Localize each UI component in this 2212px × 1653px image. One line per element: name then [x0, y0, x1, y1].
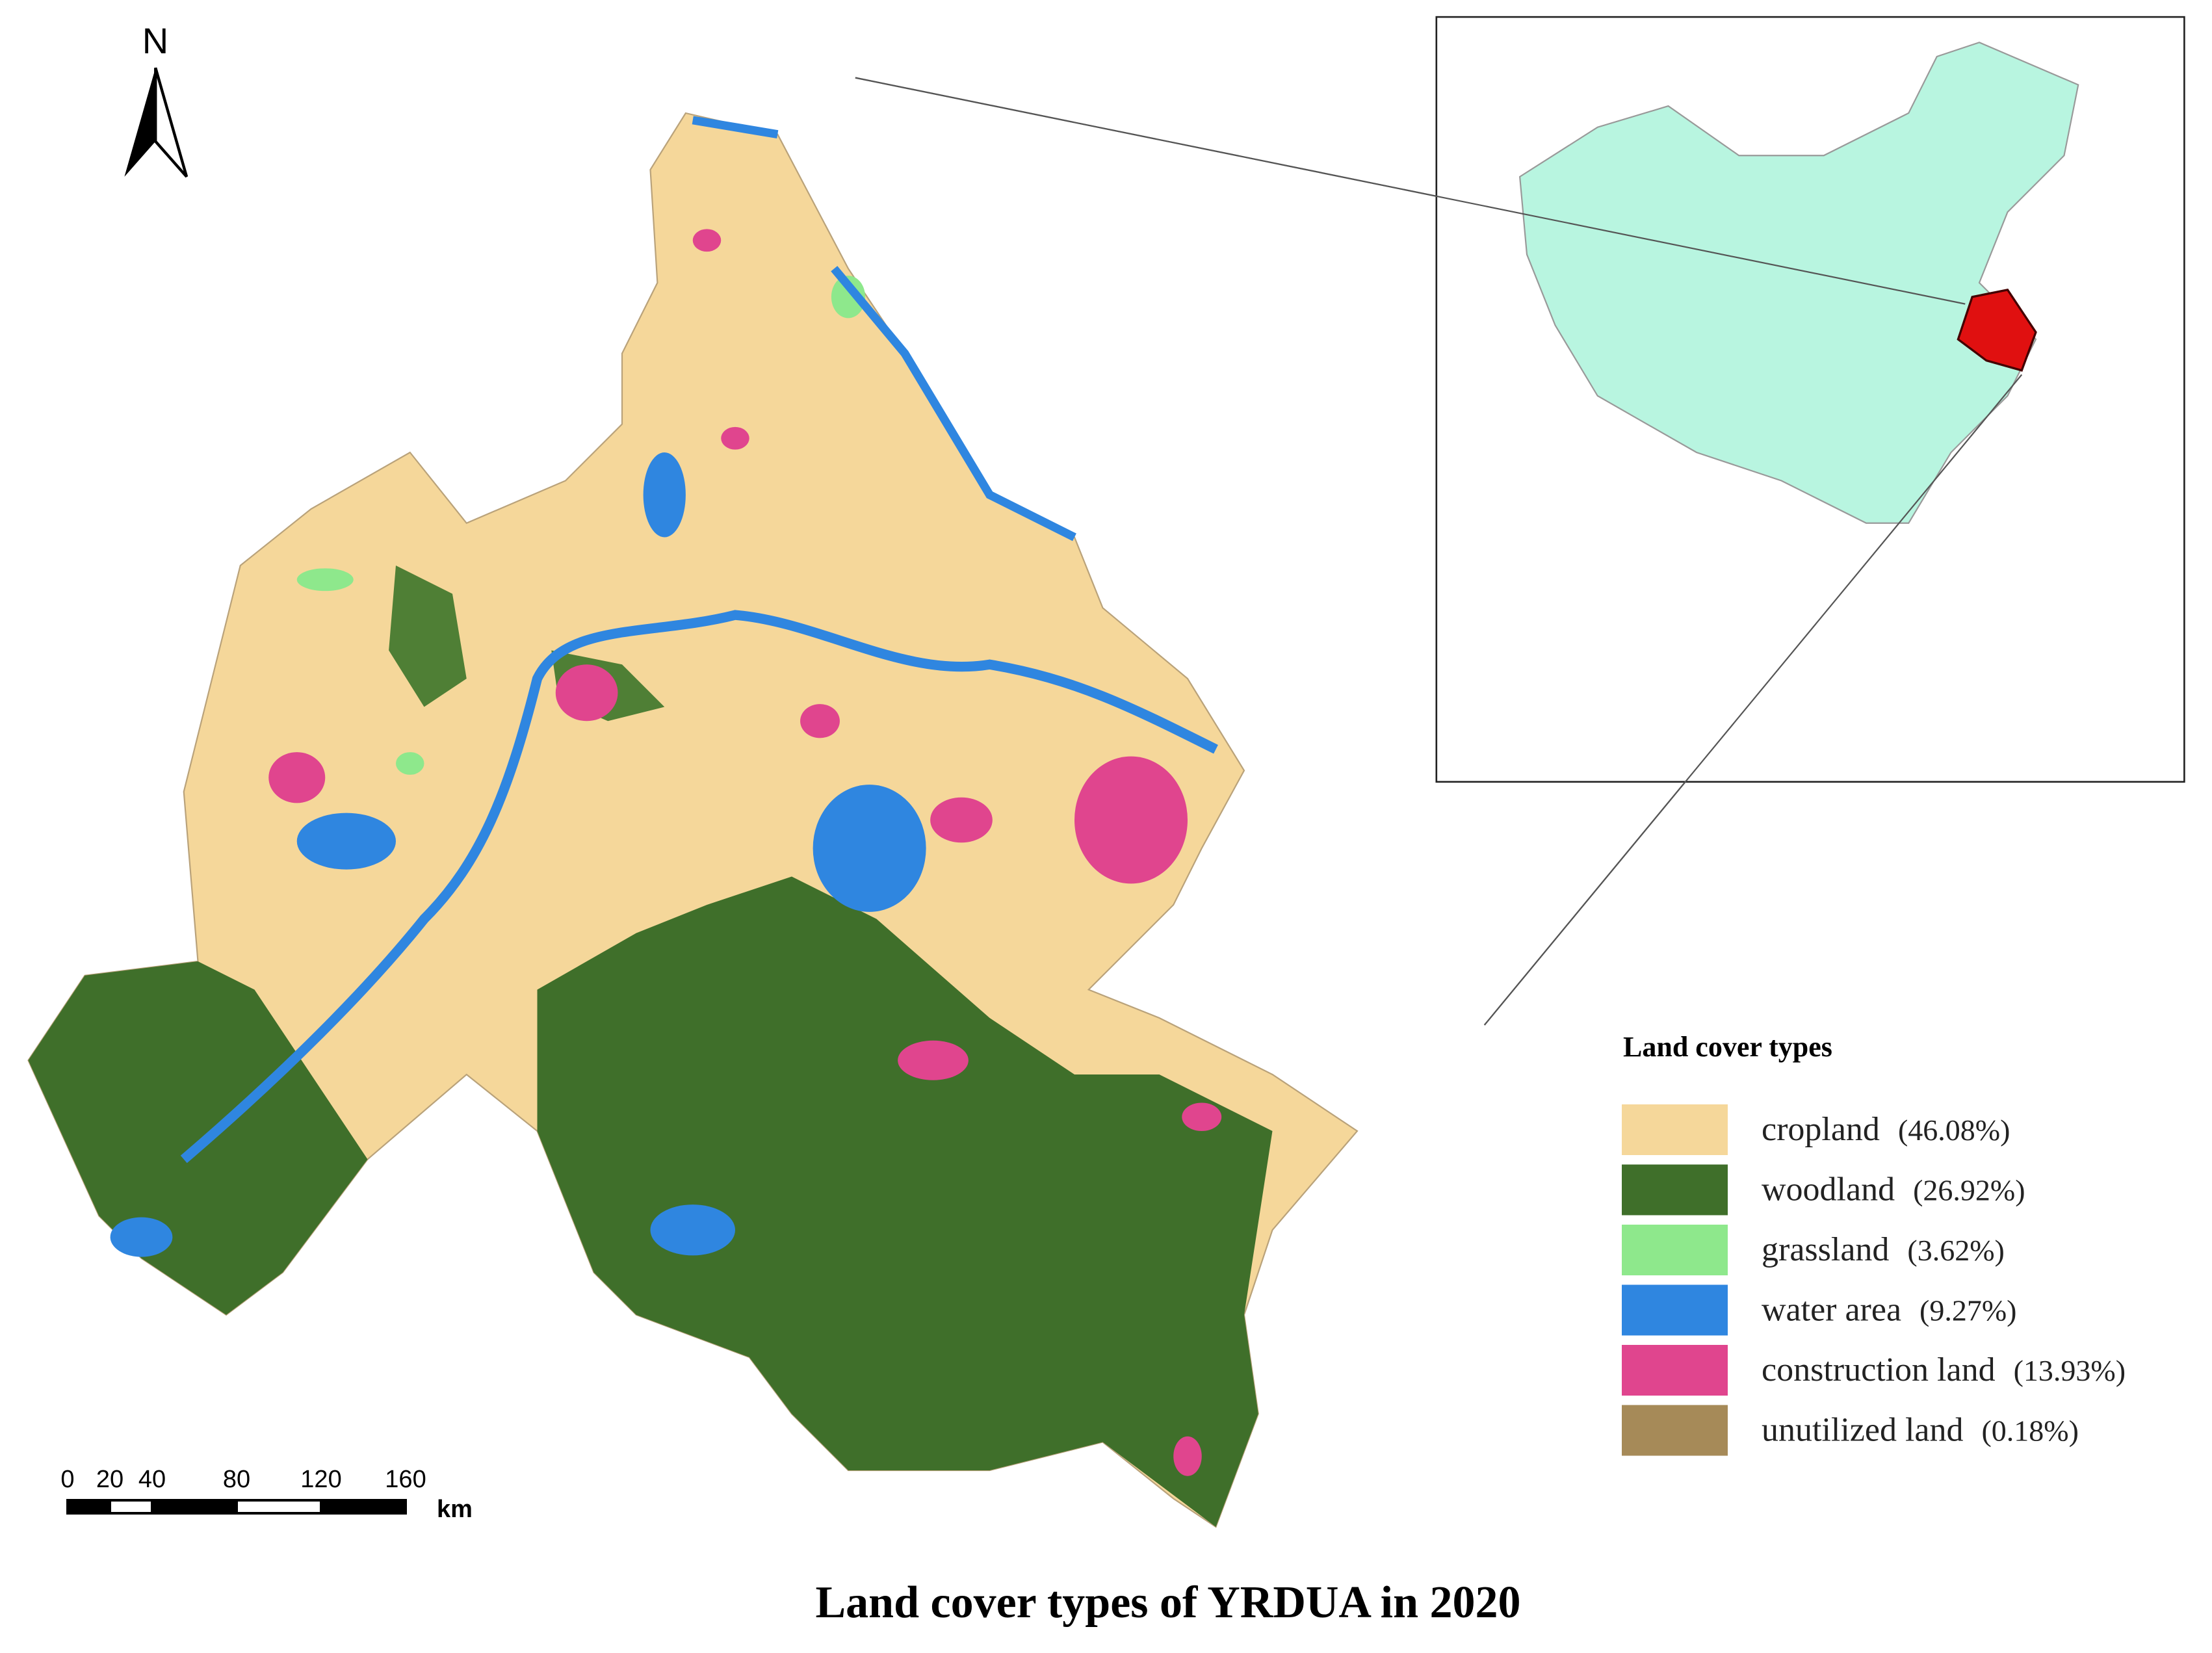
coast-water	[692, 116, 1076, 541]
legend-name: water area	[1762, 1292, 1901, 1329]
legend-name: cropland	[1762, 1111, 1880, 1148]
leader-line	[1483, 374, 2023, 1026]
legend-name: grassland	[1762, 1231, 1889, 1268]
woodland-area	[389, 566, 467, 707]
legend-swatch	[1622, 1405, 1728, 1456]
north-arrow	[154, 67, 189, 178]
legend-share: (9.27%)	[1919, 1294, 2016, 1327]
legend-share: (26.92%)	[1913, 1174, 2025, 1207]
urban-area	[930, 797, 993, 843]
scale-bar: 0 20 40 80 120 160 km	[60, 1466, 472, 1523]
scale-label: 0	[60, 1466, 74, 1493]
scale-segment	[66, 1499, 111, 1515]
scale-label: 80	[223, 1466, 250, 1493]
legend-label: grassland (3.62%)	[1762, 1231, 2005, 1268]
study-area-highlight	[1957, 289, 2037, 372]
urban-area	[1182, 1102, 1222, 1131]
river	[180, 610, 1218, 1164]
legend-name: construction land	[1762, 1351, 1996, 1388]
legend-swatch	[1622, 1104, 1728, 1155]
scale-segment	[235, 1499, 322, 1515]
lake	[643, 452, 686, 538]
legend-name: unutilized land	[1762, 1412, 1963, 1449]
legend-share: (46.08%)	[1898, 1113, 2010, 1147]
scale-label: 160	[385, 1466, 426, 1493]
north-label: N	[142, 20, 168, 61]
lake	[650, 1204, 735, 1256]
legend-label: woodland (26.92%)	[1762, 1171, 2025, 1208]
grassland-patch	[831, 276, 866, 319]
lake	[813, 785, 926, 912]
scale-segment	[151, 1499, 238, 1515]
legend: Land cover types cropland (46.08%)woodlan…	[1622, 1031, 2126, 1456]
scale-label: 120	[300, 1466, 341, 1493]
legend-share: (3.62%)	[1907, 1234, 2004, 1267]
woodland-area	[537, 876, 1273, 1527]
legend-label: water area (9.27%)	[1762, 1292, 2017, 1329]
north-arrow	[124, 68, 156, 177]
lake	[296, 813, 396, 870]
scale-segment	[109, 1499, 153, 1515]
grassland-patch	[396, 752, 424, 775]
legend-name: woodland	[1762, 1171, 1895, 1208]
legend-swatch	[1622, 1225, 1728, 1275]
legend-label: unutilized land (0.18%)	[1762, 1412, 2079, 1449]
legend-share: (0.18%)	[1981, 1414, 2078, 1448]
woodland-area	[28, 961, 368, 1315]
urban-area	[555, 664, 618, 722]
grassland-patch	[296, 568, 354, 592]
urban-area	[1173, 1436, 1202, 1476]
legend-title: Land cover types	[1623, 1031, 1832, 1063]
region-map	[27, 16, 2185, 1528]
urban-area	[268, 752, 326, 803]
legend-swatch	[1622, 1345, 1728, 1396]
scale-segment	[320, 1499, 407, 1515]
urban-area	[1074, 756, 1188, 884]
urban-area	[800, 704, 840, 738]
lake	[110, 1217, 173, 1257]
scale-label: 20	[96, 1466, 124, 1493]
legend-swatch	[1622, 1164, 1728, 1216]
legend-share: (13.93%)	[2014, 1354, 2126, 1387]
legend-swatch	[1622, 1284, 1728, 1336]
scale-unit: km	[437, 1496, 473, 1523]
figure-title: Land cover types of YRDUA in 2020	[815, 1578, 1520, 1628]
legend-label: cropland (46.08%)	[1762, 1111, 2010, 1148]
urban-area	[692, 229, 722, 252]
legend-label: construction land (13.93%)	[1762, 1351, 2126, 1388]
urban-area	[898, 1040, 969, 1080]
leader-line	[855, 77, 1966, 305]
urban-area	[721, 426, 749, 450]
country-outline	[1518, 42, 2079, 524]
scale-label: 40	[138, 1466, 166, 1493]
